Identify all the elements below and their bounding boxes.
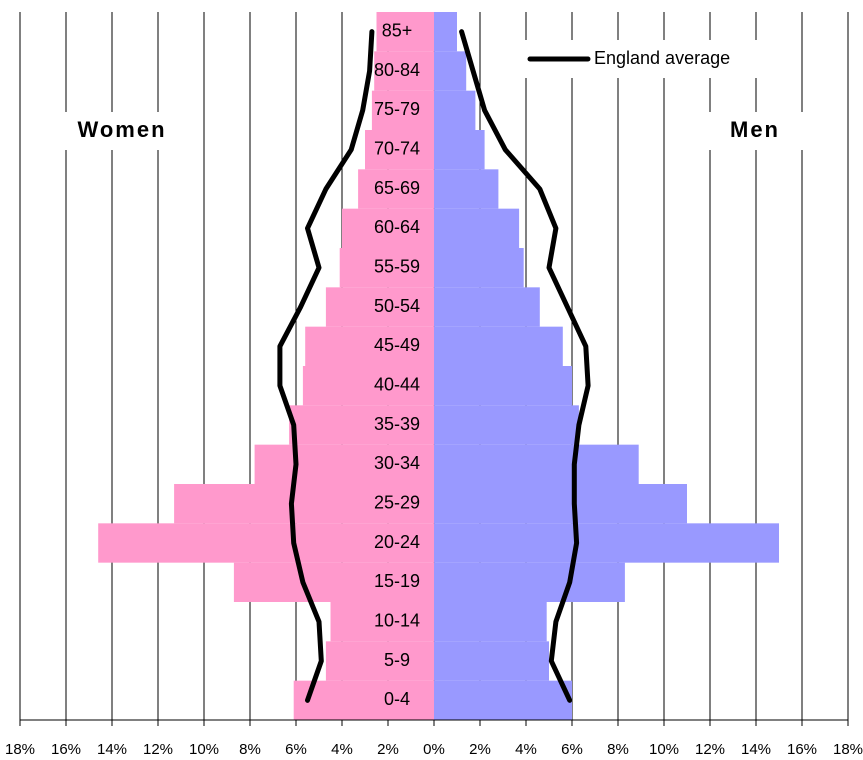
bar: [339, 248, 434, 288]
bar: [233, 562, 434, 602]
category-label: 30-34: [374, 453, 420, 473]
bar: [376, 12, 434, 52]
category-label: 75-79: [374, 99, 420, 119]
bar: [434, 12, 457, 52]
x-tick-label: 18%: [833, 741, 863, 758]
average-line: [277, 29, 375, 703]
category-label: 50-54: [374, 296, 420, 316]
category-label: 80-84: [374, 60, 420, 80]
x-tick-label: 6%: [561, 741, 583, 758]
bar: [434, 641, 549, 681]
bar: [434, 326, 563, 366]
legend-label: England average: [594, 48, 730, 68]
bar: [434, 523, 779, 563]
x-tick-label: 10%: [189, 741, 219, 758]
side-label: Women: [77, 117, 166, 142]
category-label: 40-44: [374, 374, 420, 394]
bar: [305, 326, 434, 366]
bar: [434, 680, 572, 720]
category-label: 5-9: [384, 650, 410, 670]
bars: [98, 12, 779, 720]
category-label: 45-49: [374, 335, 420, 355]
category-label: 60-64: [374, 217, 420, 237]
x-tick-label: 2%: [469, 741, 491, 758]
bar: [342, 208, 434, 248]
bar: [434, 90, 476, 130]
category-label: 0-4: [384, 689, 410, 709]
bar: [325, 287, 434, 327]
x-tick-label: 4%: [515, 741, 537, 758]
bar: [434, 248, 524, 288]
bar: [434, 484, 687, 524]
x-tick-label: 12%: [143, 741, 173, 758]
x-tick-label: 14%: [741, 741, 771, 758]
bar: [434, 602, 547, 642]
bar: [365, 130, 434, 170]
x-tick-label: 8%: [607, 741, 629, 758]
x-tick-label: 14%: [97, 741, 127, 758]
category-label: 55-59: [374, 256, 420, 276]
bar: [434, 208, 520, 248]
bar: [434, 51, 467, 91]
bar: [325, 641, 434, 681]
bar: [374, 51, 434, 91]
bar: [98, 523, 434, 563]
bar: [358, 169, 434, 209]
bar: [434, 444, 639, 484]
category-label: 65-69: [374, 178, 420, 198]
category-label: 10-14: [374, 610, 420, 630]
bar: [434, 405, 579, 445]
label-box: [62, 112, 182, 150]
x-tick-label: 8%: [239, 741, 261, 758]
bar: [289, 405, 434, 445]
label-box: [695, 112, 815, 150]
x-tick-label: 16%: [51, 741, 81, 758]
bar: [174, 484, 434, 524]
category-label: 20-24: [374, 532, 420, 552]
bar: [434, 366, 572, 406]
x-tick-label: 16%: [787, 741, 817, 758]
category-label: 85+: [382, 20, 413, 40]
bar: [302, 366, 434, 406]
average-line: [459, 29, 591, 703]
bar: [434, 169, 499, 209]
bar: [434, 287, 540, 327]
bar: [330, 602, 434, 642]
bar: [434, 130, 485, 170]
bar: [434, 562, 625, 602]
bar: [371, 90, 434, 130]
side-label: Men: [730, 117, 780, 142]
x-tick-label: 10%: [649, 741, 679, 758]
x-tick-label: 2%: [377, 741, 399, 758]
bar: [254, 444, 434, 484]
x-tick-label: 4%: [331, 741, 353, 758]
category-label: 35-39: [374, 414, 420, 434]
x-tick-label: 18%: [5, 741, 35, 758]
x-tick-label: 12%: [695, 741, 725, 758]
bar: [293, 680, 434, 720]
overlay: 18% 16% 14% 12% 10% 8% 6% 4% 2% 0% 2% 4% 6% 8% 10% 12% 1…: [5, 20, 863, 758]
category-label: 70-74: [374, 138, 420, 158]
category-label: 15-19: [374, 571, 420, 591]
x-tick-label: 0%: [423, 741, 445, 758]
x-tick-label: 6%: [285, 741, 307, 758]
category-label: 25-29: [374, 492, 420, 512]
